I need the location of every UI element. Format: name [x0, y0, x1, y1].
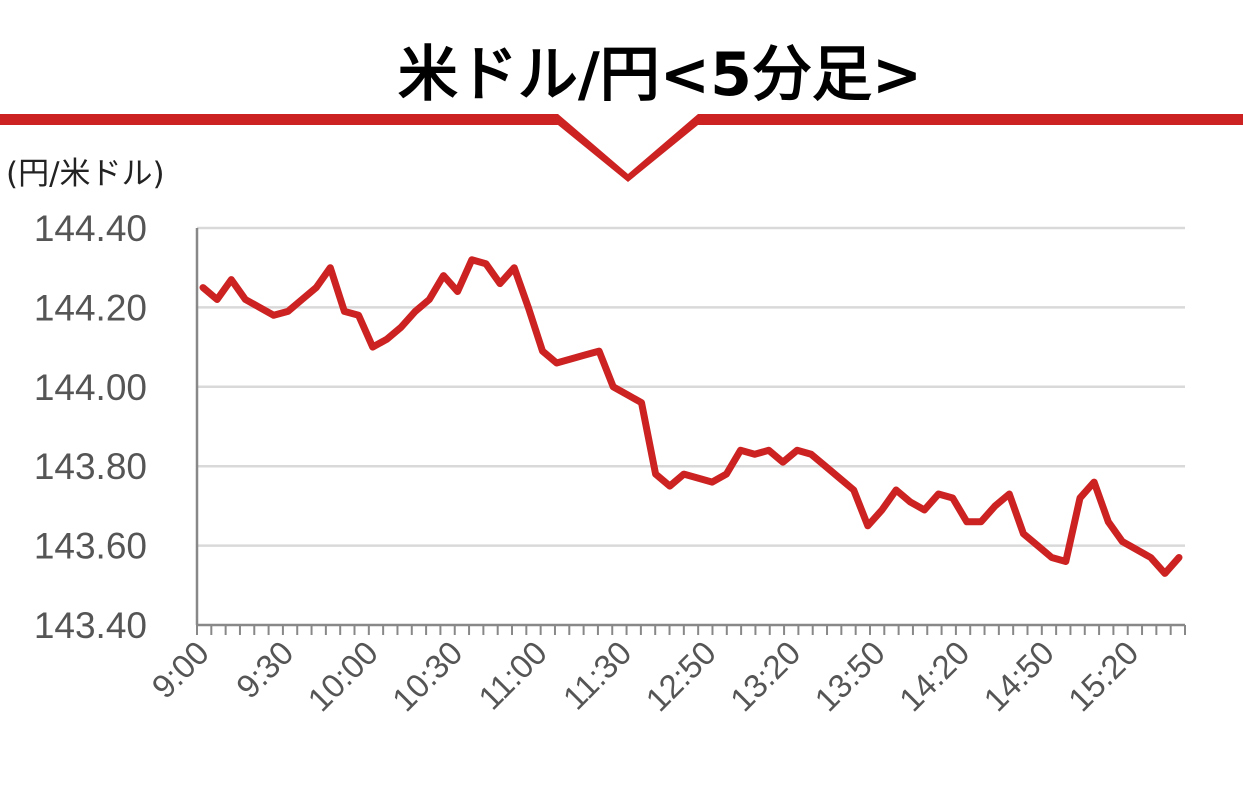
- series-layer: [199, 256, 1183, 577]
- series-line-usdjpy: [199, 256, 1183, 577]
- y-tick-label: 143.40: [34, 605, 147, 646]
- x-tick-label: 14:50: [976, 634, 1061, 719]
- gridlines: [197, 226, 1185, 547]
- y-axis-unit-label: (円/米ドル): [6, 156, 165, 192]
- title-banner: 米ドル/円<5分足>: [0, 40, 1243, 182]
- y-tick-label: 143.60: [34, 526, 147, 567]
- x-tick-label: 12:50: [638, 634, 723, 719]
- x-tick-label: 11:30: [556, 634, 639, 717]
- banner-chevron: [0, 114, 1243, 182]
- x-tick-label: 10:00: [300, 634, 385, 719]
- x-tick-label: 11:00: [471, 634, 554, 717]
- x-tick-labels: 9:00 9:30 10:00 10:30 11:00 11:30 12:50 13:20 13…: [144, 634, 1145, 719]
- x-tick-label: 14:20: [892, 634, 977, 719]
- x-tick-label: 10:30: [385, 634, 470, 719]
- axes: [195, 228, 1186, 635]
- y-tick-label: 144.00: [34, 367, 147, 408]
- y-tick-label: 143.80: [34, 446, 147, 487]
- x-tick-label: 15:20: [1061, 634, 1146, 719]
- x-tick-label: 13:50: [807, 634, 892, 719]
- x-tick-label: 9:30: [229, 634, 301, 706]
- x-tick-label: 13:20: [723, 634, 808, 719]
- y-tick-label: 144.20: [34, 287, 147, 328]
- y-tick-labels: 144.40 144.20 144.00 143.80 143.60 143.40: [34, 208, 147, 646]
- x-tick-label: 9:00: [144, 634, 216, 706]
- chart-title: 米ドル/円<5分足>: [398, 40, 922, 110]
- y-tick-label: 144.40: [34, 208, 147, 249]
